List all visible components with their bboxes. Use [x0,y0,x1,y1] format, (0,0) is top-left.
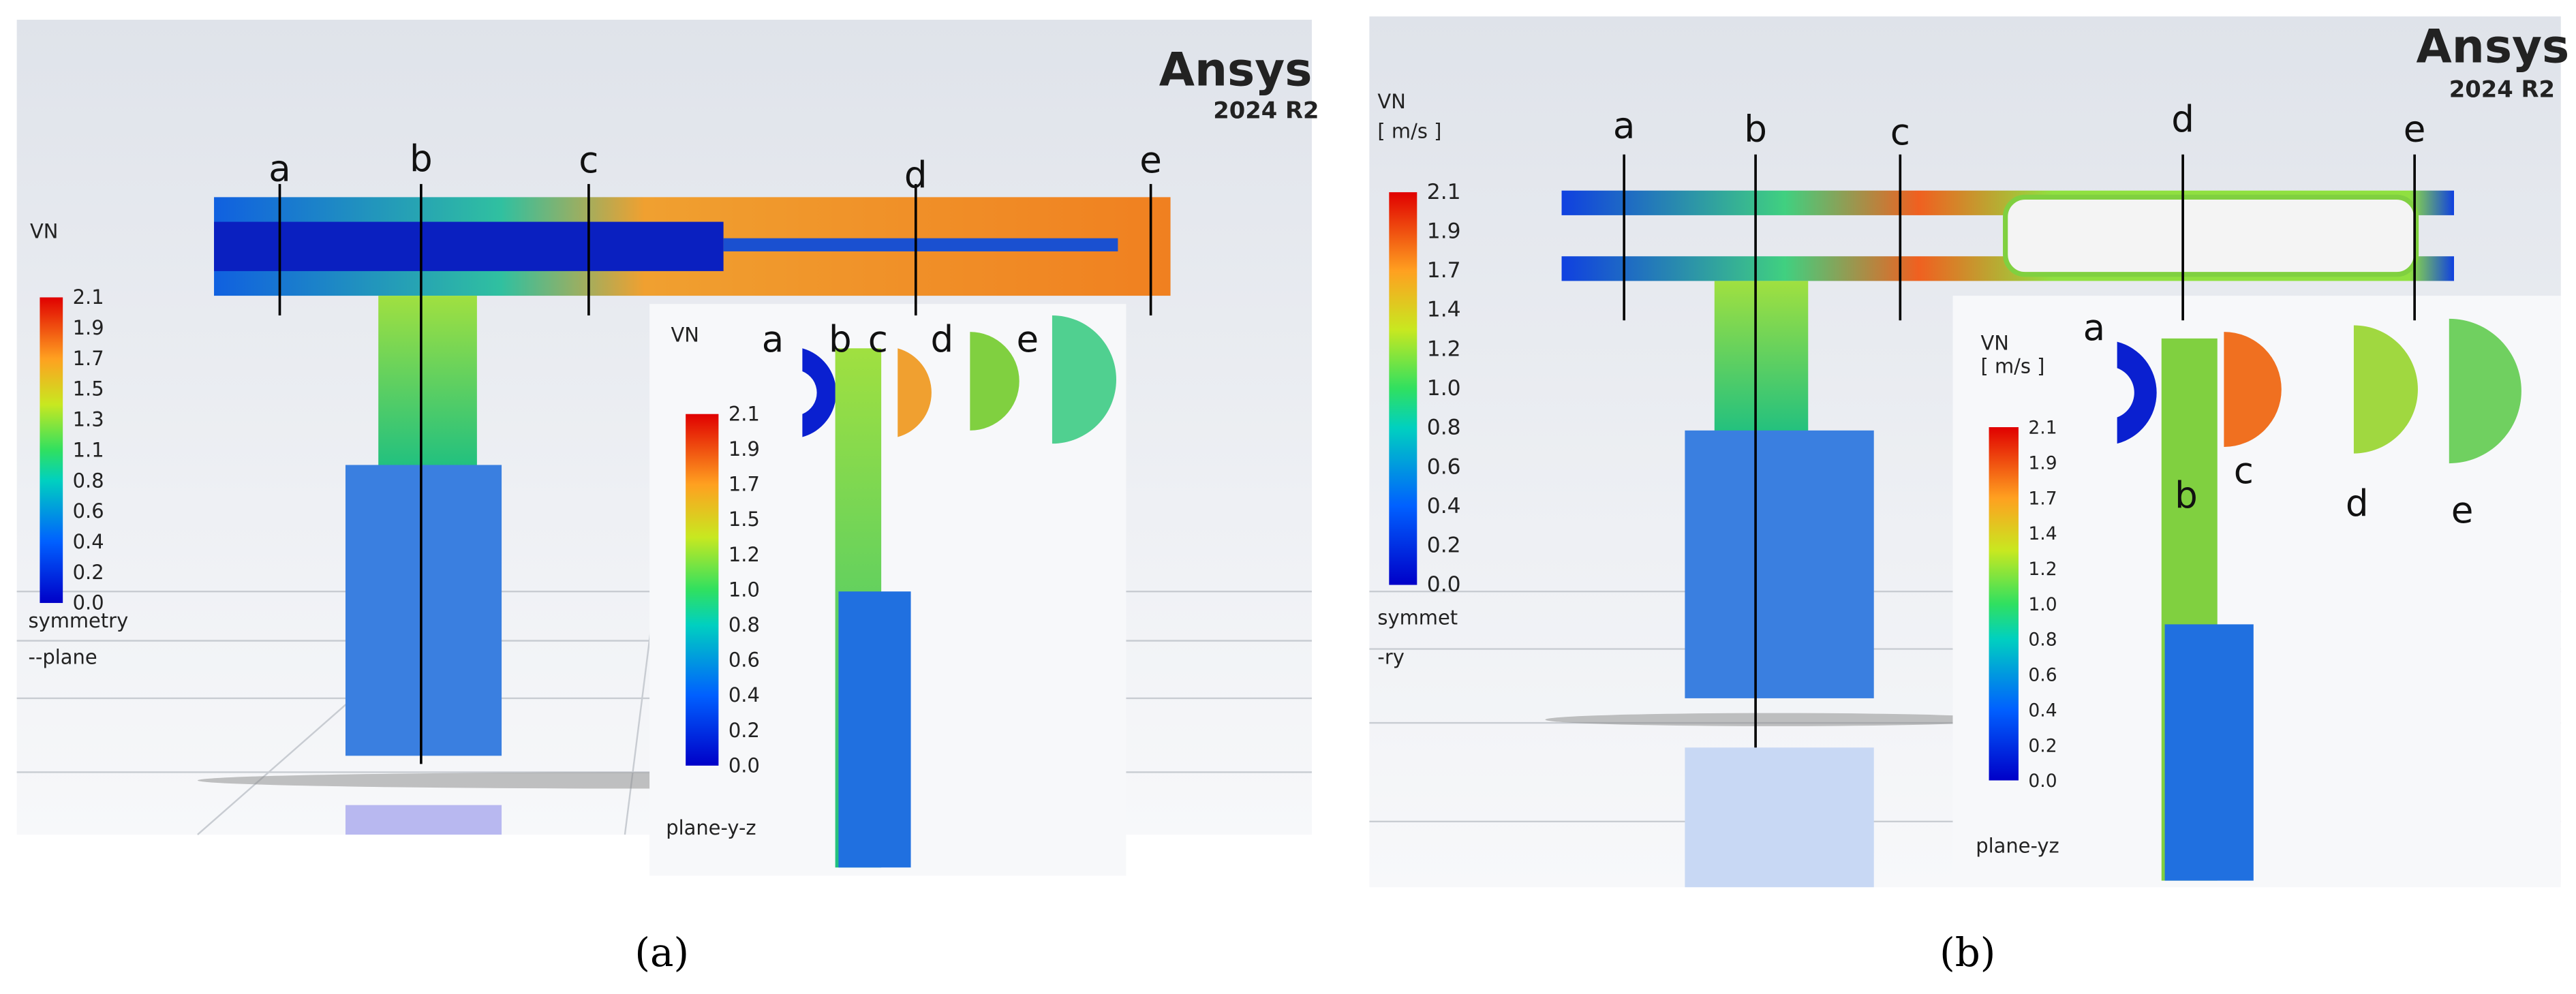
colorbar-tick-label: 1.0 [2028,594,2057,615]
section-label: b [829,318,852,360]
colorbar-tick-label: 1.7 [1427,258,1461,283]
colorbar-tick-label: 0.2 [2028,735,2057,756]
colorbar-tick-label: 1.7 [73,347,104,370]
section-label: e [1139,139,1162,181]
inset-colorbar-unit: [ m/s ] [1980,354,2044,377]
version: 2024 R2 [1213,97,1319,124]
colorbar-tick-label: 1.2 [1427,337,1461,361]
colorbar-tick-label: 0.2 [729,719,760,742]
colorbar-title: VN [30,220,58,243]
panel-a: Ansys 2024 R2 VN symmetry --plane VN pla… [16,19,1319,976]
colorbar-tick-label: 0.8 [1427,416,1461,440]
colorbar-tick-label: 0.0 [729,754,760,777]
colorbar-tick-label: 1.0 [1427,376,1461,401]
colorbar-tick-label: 0.8 [2028,630,2057,651]
colorbar-tick-label: 1.7 [729,473,760,496]
panel-b: Ansys 2024 R2 VN [ m/s ] symmet -ry VN [… [1369,16,2569,976]
section-label: a [269,147,291,189]
caption: (b) [1939,929,1995,976]
colorbar-tick-label: 1.5 [729,508,760,531]
colorbar-tick-label: 0.0 [73,591,104,615]
colorbar-tick-label: 1.4 [2028,523,2057,544]
colorbar-tick-label: 1.2 [729,543,760,566]
colorbar-tick-label: 0.8 [729,613,760,636]
section-label: d [2346,482,2369,525]
colorbar-tick-label: 1.7 [2028,488,2057,509]
colorbar-tick-label: 1.3 [73,408,104,431]
colorbar-tick-label: 1.5 [73,377,104,401]
colorbar-tick-label: 0.6 [1427,454,1461,479]
colorbar [1989,427,2019,781]
section-label: c [579,139,598,181]
colorbar-tick-label: 1.2 [2028,559,2057,580]
inset-plane-label: plane-yz [1976,835,2059,858]
section-label: b [410,138,433,180]
colorbar [1389,192,1417,585]
colorbar-tick-label: 0.4 [729,683,760,706]
colorbar-tick-label: 1.4 [1427,298,1461,322]
colorbar-tick-label: 1.9 [2028,453,2057,474]
logo: Ansys [2417,20,2570,74]
colorbar-tick-label: 2.1 [73,285,104,309]
inset-colorbar-title: VN [1980,332,2008,355]
inset-plane-label: plane-y-z [666,816,756,839]
plane-label: --plane [29,645,97,668]
colorbar-tick-label: 2.1 [2028,418,2057,439]
colorbar-title: VN [1377,90,1405,113]
section-label: d [931,318,954,360]
colorbar-tick-label: 0.6 [73,499,104,523]
colorbar-tick-label: 0.0 [2028,771,2057,792]
colorbar [40,297,63,604]
section-label: a [2083,307,2106,349]
section-label: b [1744,108,1767,150]
colorbar-tick-label: 1.1 [73,438,104,461]
colorbar-tick-label: 2.1 [729,402,760,425]
plane-label: symmet [1377,606,1458,629]
colorbar [686,414,719,766]
colorbar-unit: [ m/s ] [1377,120,1441,143]
colorbar-tick-label: 0.4 [2028,700,2057,721]
version: 2024 R2 [2449,76,2555,102]
colorbar-tick-label: 1.0 [729,578,760,601]
section-label: c [1890,111,1910,153]
section-label: e [2451,489,2474,531]
section-label: c [868,318,888,360]
colorbar-tick-label: 0.0 [1427,572,1461,597]
section-label: d [904,154,927,196]
colorbar-tick-label: 0.4 [1427,494,1461,518]
caption: (a) [634,929,689,976]
colorbar-tick-label: 0.2 [1427,533,1461,558]
colorbar-tick-label: 0.2 [73,561,104,584]
section-label: a [1613,105,1636,147]
section-label: a [762,318,784,360]
colorbar-tick-label: 0.8 [73,469,104,492]
section-label: b [2175,474,2198,516]
plane-label: symmetry [29,609,129,632]
colorbar-tick-label: 1.9 [729,437,760,461]
section-label: e [2404,108,2426,150]
colorbar-tick-label: 0.6 [729,649,760,672]
colorbar-tick-label: 0.4 [73,530,104,553]
colorbar-tick-label: 1.9 [73,316,104,339]
section-label: d [2171,98,2194,140]
section-label: e [1016,318,1039,360]
colorbar-tick-label: 1.9 [1427,219,1461,243]
inset-colorbar-title: VN [671,324,699,347]
section-label: c [2234,450,2254,492]
plane-label: -ry [1377,645,1404,668]
logo: Ansys [1159,42,1313,96]
colorbar-tick-label: 2.1 [1427,180,1461,204]
colorbar-tick-label: 0.6 [2028,665,2057,686]
